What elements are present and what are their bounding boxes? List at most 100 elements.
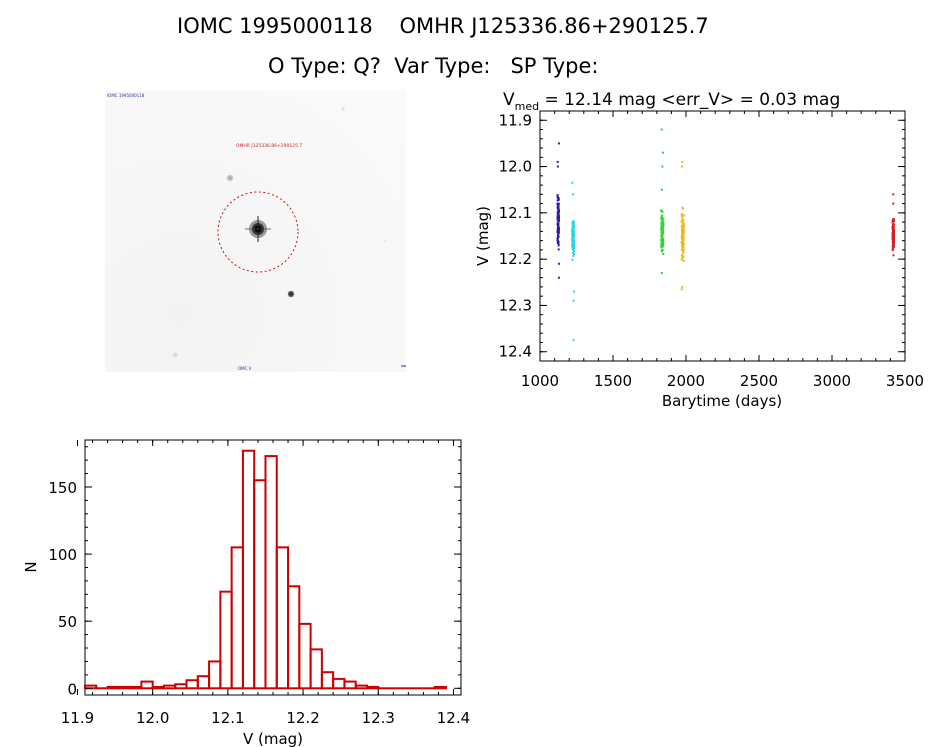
light-curve-title: Vmed = 12.14 mag <err_V> = 0.03 mag: [503, 90, 840, 113]
light-curve-point: [660, 239, 663, 242]
light-curve-point: [556, 239, 559, 242]
light-curve-point: [556, 241, 559, 244]
histogram-bar: [366, 685, 380, 690]
light-curve-point: [892, 254, 895, 257]
light-curve-point: [681, 206, 684, 209]
light-curve-point: [572, 242, 575, 245]
light-curve-point: [571, 233, 574, 236]
light-curve-point: [682, 222, 685, 225]
histogram-chart: 11.9 12.0 12.1 12.2 12.3 12.4 0 50 100 150 V (mag…: [22, 439, 470, 747]
light-curve-point: [661, 244, 664, 247]
light-curve-y-tick-label: 12.0: [499, 158, 532, 176]
light-curve-point: [892, 202, 895, 205]
light-curve-point: [660, 245, 663, 248]
light-curve-point: [891, 245, 894, 248]
light-curve-point: [892, 229, 895, 232]
light-curve-point: [661, 225, 664, 228]
histogram-bar: [174, 683, 188, 690]
light-curve-point: [661, 217, 664, 220]
light-curve-point: [680, 165, 683, 168]
light-curve-point: [680, 242, 683, 245]
light-curve-point: [681, 233, 684, 236]
histogram-bar: [343, 680, 357, 690]
image-star-field: [172, 107, 387, 358]
histogram-y-tick-label: 0: [67, 680, 77, 698]
light-curve-x-tick-label: 1000: [521, 372, 559, 390]
target-star: [245, 216, 271, 242]
light-curve-point: [571, 225, 574, 228]
light-curve-point: [556, 160, 559, 163]
light-curve-point: [661, 233, 664, 236]
light-curve-series-1: [556, 142, 560, 279]
light-curve-point: [571, 181, 574, 184]
histogram-bar: [320, 671, 335, 690]
light-curve-point: [572, 232, 575, 235]
light-curve-point: [681, 247, 684, 250]
histogram-bar: [287, 585, 301, 690]
light-curve-point: [557, 219, 560, 222]
light-curve-y-tick-label: 12.1: [499, 204, 532, 222]
light-curve-point: [682, 259, 685, 262]
light-curve-point: [892, 226, 895, 229]
light-curve-point: [682, 244, 685, 247]
light-curve-point: [660, 215, 663, 218]
light-curve-point: [661, 165, 664, 168]
light-curve-point: [660, 272, 663, 275]
light-curve-point: [893, 220, 896, 223]
light-curve-point: [892, 240, 895, 243]
light-curve-point: [557, 208, 560, 211]
light-curve-point: [681, 244, 684, 247]
light-curve-point: [892, 246, 895, 249]
light-curve-point: [573, 245, 576, 248]
light-curve-point: [557, 233, 560, 236]
light-curve-title-subscript: med: [515, 100, 539, 113]
light-curve-chart: Vmed = 12.14 mag <err_V> = 0.03 mag 1000…: [474, 90, 924, 410]
light-curve-point: [891, 236, 894, 239]
light-curve-point: [557, 227, 560, 230]
light-curve-point: [572, 249, 575, 252]
light-curve-point: [681, 217, 684, 220]
light-curve-point: [557, 206, 560, 209]
light-curve-point: [893, 236, 896, 239]
light-curve-point: [661, 239, 664, 242]
light-curve-point: [682, 231, 685, 234]
histogram-bar: [241, 449, 256, 690]
histogram-bar: [129, 685, 143, 690]
light-curve-point: [680, 235, 683, 238]
histogram-x-tick-label: 12.4: [437, 709, 470, 727]
light-curve-point: [572, 238, 575, 241]
light-curve-point: [557, 210, 560, 213]
histogram-x-tick-label: 12.1: [211, 709, 244, 727]
image-corner-label: IOMC 1995000118: [107, 93, 145, 98]
light-curve-point: [660, 188, 663, 191]
light-curve-point: [571, 228, 574, 231]
light-curve-point: [661, 243, 664, 246]
light-curve-point: [557, 262, 560, 265]
light-curve-point: [661, 237, 664, 240]
light-curve-point: [557, 242, 560, 245]
light-curve-point: [680, 241, 683, 244]
histogram-bar: [253, 479, 267, 690]
light-curve-x-tick-label: 1500: [594, 372, 632, 390]
light-curve-title-rest: = 12.14 mag <err_V> = 0.03 mag: [539, 90, 840, 110]
light-curve-point: [682, 232, 685, 235]
light-curve-point: [661, 234, 664, 237]
light-curve-point: [573, 247, 576, 250]
histogram-y-tick-label: 50: [58, 613, 77, 631]
light-curve-point: [660, 241, 663, 244]
histogram-bar: [106, 685, 120, 690]
histogram-bar: [230, 546, 244, 690]
light-curve-point: [681, 214, 684, 217]
light-curve-point: [662, 231, 665, 234]
light-curve-point: [571, 248, 574, 251]
light-curve-point: [556, 223, 559, 226]
light-curve-point: [681, 227, 684, 230]
light-curve-series-2: [571, 181, 576, 342]
histogram-bar: [196, 675, 211, 690]
histogram-x-tick-label: 12.2: [286, 709, 319, 727]
light-curve-series-3: [660, 128, 665, 275]
light-curve-point: [557, 198, 560, 201]
light-curve-point: [891, 248, 894, 251]
light-curve-point: [661, 250, 664, 253]
light-curve-point: [571, 229, 574, 232]
